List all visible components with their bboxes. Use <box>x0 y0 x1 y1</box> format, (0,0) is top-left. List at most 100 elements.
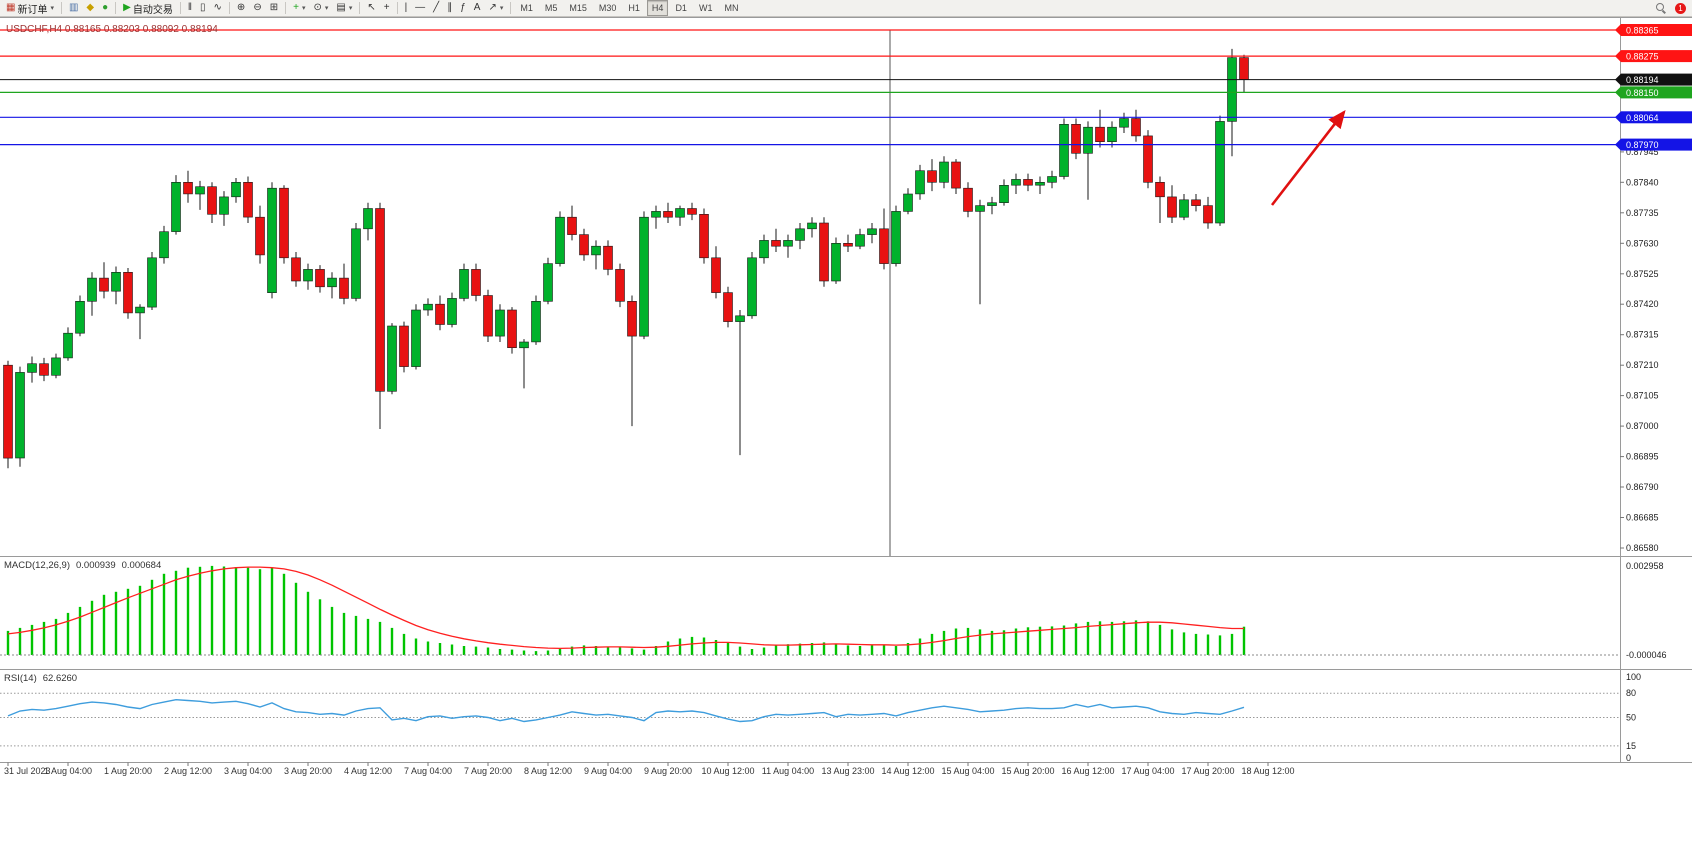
svg-text:3 Aug 20:00: 3 Aug 20:00 <box>284 766 332 776</box>
toolbar-separator <box>179 2 181 14</box>
svg-text:0: 0 <box>1626 753 1631 763</box>
timeframe-m5-button[interactable]: M5 <box>544 3 558 13</box>
svg-text:16 Aug 12:00: 16 Aug 12:00 <box>1061 766 1114 776</box>
auto-trading-icon: ▶ <box>123 2 131 13</box>
arrows-button[interactable]: ↗ ▾ <box>484 0 507 17</box>
crosshair-button[interactable]: + <box>380 0 394 17</box>
line-chart-icon: ∿ <box>213 2 222 13</box>
toolbar: ▦ 新订单 ▾ ▥ ◆ ● ▶ 自动交易 ‖ ▯ ∿ ⊕ ⊖ ⊞ + ▾ ⊙ ▾ ▤ ▾ ↖ + | — ╱ ∥ ƒ A ↗ ▾ M1 M5 M… <box>0 0 1692 17</box>
zoom-in-icon: ⊕ <box>236 2 246 13</box>
bars-chart-icon: ‖ <box>187 2 193 13</box>
history-center-icon[interactable]: ● <box>98 0 112 17</box>
svg-text:0.87420: 0.87420 <box>1626 299 1659 309</box>
indicators-button[interactable]: + ▾ <box>289 0 309 17</box>
svg-text:7 Aug 20:00: 7 Aug 20:00 <box>464 766 512 776</box>
candlestick-series <box>3 48 1249 469</box>
rsi-value: 62.6260 <box>42 673 78 684</box>
search-icon[interactable] <box>1656 2 1667 14</box>
charts-icon-icon: ▥ <box>68 2 79 13</box>
svg-text:0.87525: 0.87525 <box>1626 269 1659 279</box>
price-badge[interactable]: 0.88150 <box>1615 86 1692 99</box>
chevron-down-icon: ▾ <box>50 5 54 12</box>
svg-text:14 Aug 12:00: 14 Aug 12:00 <box>881 766 934 776</box>
price-axis: 0.87945 0.87840 0.87735 0.87630 0.87525 0.874… <box>1620 147 1659 553</box>
zoom-out-button[interactable]: ⊖ <box>249 0 265 17</box>
bars-chart-button[interactable]: ‖ <box>184 0 196 17</box>
zoom-in-button[interactable]: ⊕ <box>233 0 249 17</box>
chevron-down-icon: ▾ <box>324 5 329 12</box>
price-badge[interactable]: 0.88064 <box>1615 111 1692 124</box>
channel-button[interactable]: ∥ <box>443 0 456 17</box>
svg-text:0.87735: 0.87735 <box>1626 208 1659 218</box>
symbol-title: USDCHF,H4 0.88165 0.88203 0.88092 0.8819… <box>6 24 218 35</box>
svg-text:0.87945: 0.87945 <box>1626 147 1659 157</box>
history-center-icon-icon: ● <box>102 2 109 13</box>
text-button[interactable]: A <box>470 0 485 17</box>
notification-badge[interactable]: 1 <box>1675 2 1686 14</box>
periods-button[interactable]: ⊙ ▾ <box>309 0 332 17</box>
cursor-button[interactable]: ↖ <box>363 0 379 17</box>
svg-text:8 Aug 12:00: 8 Aug 12:00 <box>524 766 572 776</box>
price-badge[interactable]: 0.88365 <box>1615 24 1692 36</box>
cursor-icon: ↖ <box>367 2 376 13</box>
timeframe-h4-button[interactable]: H4 <box>646 0 669 16</box>
svg-text:13 Aug 23:00: 13 Aug 23:00 <box>821 766 874 776</box>
chart-canvas: 0.87945 0.87840 0.87735 0.87630 0.87525 0.874… <box>0 17 1692 776</box>
price-badge[interactable]: 0.87970 <box>1615 138 1692 151</box>
line-chart-button[interactable]: ∿ <box>210 0 226 17</box>
horizontal-line-objects[interactable] <box>0 29 1620 146</box>
svg-text:15: 15 <box>1626 741 1636 751</box>
svg-text:0.88194: 0.88194 <box>1626 75 1659 85</box>
svg-text:0.87630: 0.87630 <box>1626 238 1659 248</box>
horizontal-line-button[interactable]: — <box>411 0 429 17</box>
rsi-axis: 100 80 50 15 0 <box>1626 672 1641 763</box>
templates-button[interactable]: ▤ ▾ <box>332 0 356 17</box>
timeframe-d1-button[interactable]: D1 <box>675 3 687 13</box>
svg-text:0.88064: 0.88064 <box>1626 113 1659 123</box>
svg-text:0.87840: 0.87840 <box>1626 177 1659 187</box>
pane-borders <box>0 17 1692 763</box>
chevron-down-icon: ▾ <box>301 5 306 12</box>
vertical-line-button[interactable]: | <box>401 0 412 17</box>
new-order-button[interactable]: ▦ 新订单 ▾ <box>2 0 58 17</box>
svg-text:0.87210: 0.87210 <box>1626 360 1659 370</box>
auto-trading-button[interactable]: ▶ 自动交易 <box>119 0 177 17</box>
current-price-badge[interactable]: 0.88194 <box>1615 73 1692 86</box>
svg-text:9 Aug 04:00: 9 Aug 04:00 <box>584 766 632 776</box>
tile-windows-button[interactable]: ⊞ <box>266 0 282 17</box>
indicators-icon: + <box>293 2 299 13</box>
svg-text:0.86580: 0.86580 <box>1626 543 1659 553</box>
svg-text:31 Jul 2023: 31 Jul 2023 <box>4 766 51 776</box>
price-badge[interactable]: 0.88275 <box>1615 50 1692 63</box>
rsi-indicator-label: RSI(14) 62.6260 <box>4 673 77 684</box>
macd-value: 0.000939 <box>76 560 116 571</box>
timeframe-m15-button[interactable]: M15 <box>569 3 587 13</box>
svg-text:7 Aug 04:00: 7 Aug 04:00 <box>404 766 452 776</box>
chevron-down-icon: ▾ <box>348 5 353 12</box>
templates-icon: ▤ <box>336 2 346 13</box>
toolbar-separator <box>359 2 361 14</box>
timeframe-m30-button[interactable]: M30 <box>598 3 617 13</box>
charts-icon[interactable]: ▥ <box>65 0 82 17</box>
svg-text:2 Aug 12:00: 2 Aug 12:00 <box>164 766 212 776</box>
trend-arrow-annotation[interactable] <box>1270 109 1346 206</box>
trendline-button[interactable]: ╱ <box>429 0 443 17</box>
candles-chart-button[interactable]: ▯ <box>196 0 210 17</box>
svg-text:1 Aug 20:00: 1 Aug 20:00 <box>104 766 152 776</box>
svg-text:15 Aug 20:00: 15 Aug 20:00 <box>1001 766 1054 776</box>
macd-scale-max: 0.002958 <box>1626 561 1664 571</box>
new-order-icon: ▦ <box>6 2 16 13</box>
timeframe-w1-button[interactable]: W1 <box>698 3 713 13</box>
timeframe-h1-button[interactable]: H1 <box>628 3 640 13</box>
toolbar-separator <box>285 2 287 14</box>
svg-text:4 Aug 12:00: 4 Aug 12:00 <box>344 766 392 776</box>
macd-name: MACD(12,26,9) <box>4 560 70 571</box>
profile-icon[interactable]: ◆ <box>82 0 98 17</box>
timeframe-m1-button[interactable]: M1 <box>520 3 533 13</box>
rsi-level-lines <box>0 692 1620 747</box>
macd-signal-line <box>7 566 1244 650</box>
new-order-button-label: 新订单 <box>17 4 48 16</box>
timeframe-mn-button[interactable]: MN <box>724 3 739 13</box>
fibonacci-button[interactable]: ƒ <box>456 0 470 17</box>
rsi-line <box>7 698 1245 723</box>
